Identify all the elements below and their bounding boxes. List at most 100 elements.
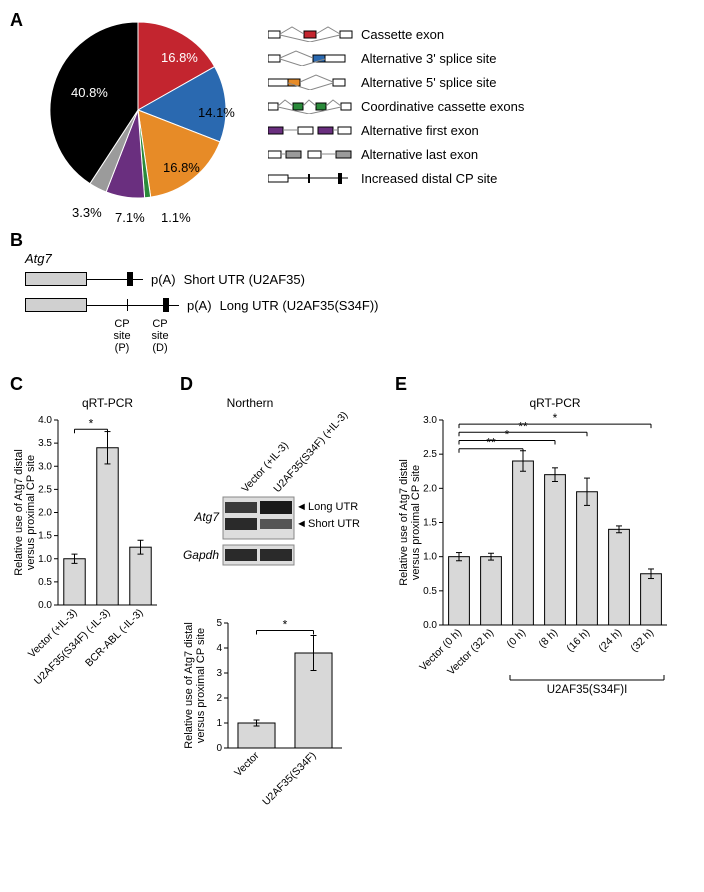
utr-exon-short (25, 272, 87, 286)
chart-d: 0 1 2 3 4 5 Relative use of Atg7 distalversus … (180, 598, 350, 838)
splice-icon (268, 122, 353, 138)
splice-icon (268, 98, 353, 114)
panels-cde-row: C qRT-PCR0.00.51.01.52.02.53.03.54.0Rela… (10, 374, 694, 841)
splice-icon (268, 170, 353, 186)
svg-text:3: 3 (216, 668, 222, 679)
panel-a-legend: Cassette exon Alternative 3' splice site A… (268, 25, 524, 193)
cp-d: CPsite(D) (142, 318, 178, 354)
svg-text:4: 4 (216, 643, 222, 654)
legend-row: Increased distal CP site (268, 169, 524, 187)
svg-text:5: 5 (216, 618, 222, 629)
long-utr-text: Long UTR (U2AF35(S34F)) (220, 298, 379, 313)
panel-d: D NorthernVector (+IL-3)U2AF35(S34F) (+I… (180, 374, 380, 841)
svg-text:2.5: 2.5 (423, 449, 437, 460)
panel-a-label: A (10, 10, 23, 31)
svg-text:1: 1 (216, 718, 222, 729)
panel-e-label: E (395, 374, 675, 395)
svg-text:*: * (283, 618, 288, 632)
chart-c: qRT-PCR0.00.51.01.52.02.53.03.54.0Relati… (10, 395, 165, 715)
legend-row: Alternative last exon (268, 145, 524, 163)
svg-text:0.5: 0.5 (38, 577, 52, 588)
legend-text: Alternative last exon (361, 147, 478, 162)
panel-a: A 16.8%14.1%16.8%1.1%7.1%3.3%40.8% Casse… (10, 10, 694, 210)
northern-blot: NorthernVector (+IL-3)U2AF35(S34F) (+IL-… (180, 395, 375, 595)
svg-text:0.0: 0.0 (423, 620, 437, 631)
svg-text:◄: ◄ (296, 518, 307, 530)
splice-icon (268, 26, 353, 42)
svg-text:1.0: 1.0 (423, 552, 437, 563)
gene-atg7: Atg7 (25, 251, 694, 266)
svg-text:BCR-ABL (-IL-3): BCR-ABL (-IL-3) (83, 607, 146, 670)
svg-text:1.5: 1.5 (38, 531, 52, 542)
svg-text:(32 h): (32 h) (628, 627, 656, 655)
svg-text:3.0: 3.0 (423, 415, 437, 426)
pie-pct-label: 3.3% (72, 205, 102, 220)
svg-text:2.0: 2.0 (423, 484, 437, 495)
svg-text:qRT-PCR: qRT-PCR (529, 396, 580, 410)
svg-text:2: 2 (216, 693, 222, 704)
svg-text:0.5: 0.5 (423, 586, 437, 597)
cp-p: CPsite(P) (102, 318, 142, 354)
pie-pct-label: 14.1% (198, 105, 235, 120)
svg-text:Relative use of Atg7 distal: Relative use of Atg7 distal (13, 449, 25, 576)
pie-pct-label: 7.1% (115, 210, 145, 225)
chart-e: qRT-PCR 0.0 0.5 1.0 1.5 2.0 2.5 3.0 Relative use… (395, 395, 675, 715)
svg-text:U2AF35(S34F)I: U2AF35(S34F)I (547, 684, 628, 696)
svg-text:0: 0 (216, 743, 222, 754)
legend-row: Cassette exon (268, 25, 524, 43)
panel-d-label: D (180, 374, 380, 395)
svg-text:versus proximal CP site: versus proximal CP site (25, 455, 37, 570)
pie-pct-label: 1.1% (161, 210, 191, 225)
svg-text:1.5: 1.5 (423, 518, 437, 529)
svg-text:versus proximal CP site: versus proximal CP site (410, 465, 422, 580)
legend-text: Coordinative cassette exons (361, 99, 524, 114)
svg-text:(24 h): (24 h) (596, 627, 624, 655)
svg-text:0.0: 0.0 (38, 600, 52, 611)
legend-row: Alternative 3' splice site (268, 49, 524, 67)
panel-c-label: C (10, 374, 165, 395)
svg-text:*: * (505, 428, 510, 442)
panel-b-label: B (10, 230, 694, 251)
svg-text:2.0: 2.0 (38, 508, 52, 519)
utr-exon-long (25, 298, 87, 312)
svg-text:Vector: Vector (232, 750, 262, 780)
svg-text:Short UTR: Short UTR (308, 518, 360, 530)
panel-e: E qRT-PCR 0.0 0.5 1.0 1.5 2.0 2.5 3.0 Relative u… (395, 374, 675, 718)
legend-text: Alternative 3' splice site (361, 51, 496, 66)
svg-text:Gapdh: Gapdh (183, 548, 219, 562)
svg-text:versus proximal CP site: versus proximal CP site (195, 628, 207, 743)
splice-icon (268, 50, 353, 66)
legend-text: Alternative first exon (361, 123, 479, 138)
svg-text:◄: ◄ (296, 501, 307, 513)
svg-text:Relative use of Atg7 distal: Relative use of Atg7 distal (183, 622, 195, 749)
utr-diagram: p(A) Short UTR (U2AF35) p(A) Long UTR (U… (25, 269, 694, 354)
svg-text:Long UTR: Long UTR (308, 501, 358, 513)
legend-text: Increased distal CP site (361, 171, 497, 186)
pie-chart-wrap: 16.8%14.1%16.8%1.1%7.1%3.3%40.8% (33, 10, 243, 210)
svg-text:Atg7: Atg7 (193, 510, 220, 524)
splice-icon (268, 74, 353, 90)
svg-text:Northern: Northern (227, 396, 274, 410)
svg-text:(8 h): (8 h) (536, 627, 560, 651)
pA-long: p(A) (187, 298, 212, 313)
legend-row: Alternative 5' splice site (268, 73, 524, 91)
pA-short: p(A) (151, 272, 176, 287)
svg-text:U2AF35(S34F): U2AF35(S34F) (260, 750, 318, 808)
svg-text:4.0: 4.0 (38, 415, 52, 426)
svg-text:*: * (89, 417, 94, 431)
svg-text:**: ** (518, 420, 528, 434)
pie-pct-label: 16.8% (161, 50, 198, 65)
svg-text:qRT-PCR: qRT-PCR (82, 396, 133, 410)
svg-text:3.0: 3.0 (38, 462, 52, 473)
legend-row: Coordinative cassette exons (268, 97, 524, 115)
svg-text:*: * (553, 411, 558, 425)
svg-text:Relative use of Atg7 distal: Relative use of Atg7 distal (398, 459, 410, 586)
svg-text:2.5: 2.5 (38, 485, 52, 496)
legend-row: Alternative first exon (268, 121, 524, 139)
panel-c: C qRT-PCR0.00.51.01.52.02.53.03.54.0Rela… (10, 374, 165, 718)
svg-text:(0 h): (0 h) (504, 627, 528, 651)
panel-b: B Atg7 p(A) Short UTR (U2AF35) p(A) Long… (10, 230, 694, 354)
pie-pct-label: 40.8% (71, 85, 108, 100)
svg-text:(16 h): (16 h) (564, 627, 592, 655)
short-utr-text: Short UTR (U2AF35) (184, 272, 305, 287)
